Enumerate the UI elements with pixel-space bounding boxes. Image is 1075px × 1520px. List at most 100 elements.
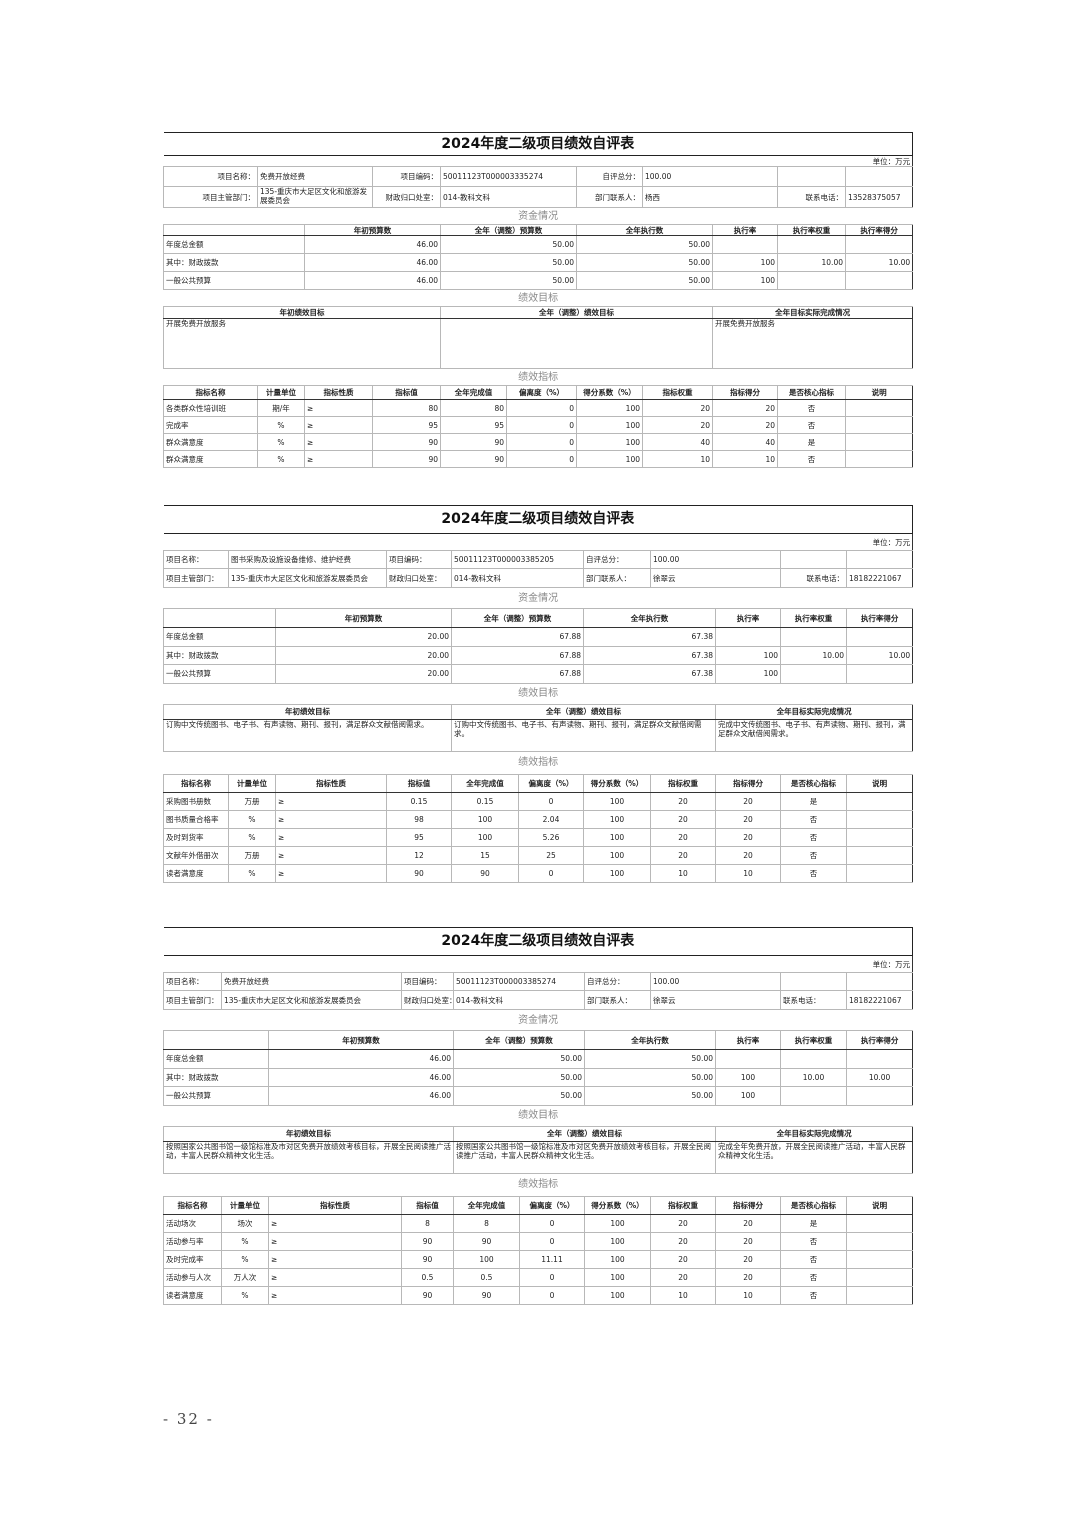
indicator-row: 活动场次 场次 ≥8 8 0 100 20 20 是 <box>163 1213 914 1233</box>
table-title: 2024年度二级项目绩效自评表 <box>163 505 914 534</box>
section-row: 资金情况 <box>163 587 913 609</box>
indicator-value: 100 <box>453 1249 520 1269</box>
indicator-header: 指标得分 <box>712 385 778 400</box>
project-code-label: 项目编码： <box>372 166 441 187</box>
project-code-value: 50011123T000003385205 <box>451 550 584 569</box>
goal-text: 完成中文传统图书、电子书、有声读物、期刊、报刊，满足群众文献借阅需求。 <box>714 718 914 752</box>
finance-office-value: 014-教科文科 <box>440 186 577 208</box>
indicator-value: 0 <box>518 791 584 811</box>
indicator-value: 80 <box>440 399 507 417</box>
funding-value: 46.00 <box>304 271 441 290</box>
indicator-value: 0 <box>506 433 577 451</box>
indicator-value: 否 <box>780 827 847 847</box>
funding-value: 50.00 <box>440 235 577 254</box>
indicator-value: 20 <box>715 1231 781 1251</box>
funding-header: 执行率得分 <box>844 224 914 236</box>
goal-text: 开展免费开放服务 <box>163 318 441 369</box>
title-row: 2024年度二级项目绩效自评表 <box>163 132 914 156</box>
funding-row: 年度总金额 46.00 50.00 50.00 <box>163 235 914 254</box>
goals-header: 全年（调整）绩效目标 <box>440 306 713 319</box>
indicator-value: 15 <box>451 845 519 865</box>
goals-header: 年初绩效目标 <box>163 1125 454 1142</box>
info-row: 项目名称： 免费开放经费 项目编码： 50011123T000003335274 自评总… <box>163 166 914 187</box>
indicator-value: 场次 <box>221 1213 269 1233</box>
funding-value: 50.00 <box>584 1086 716 1106</box>
section-row: 绩效目标 <box>163 289 913 307</box>
goals-header-row: 年初绩效目标 全年（调整）绩效目标 全年目标实际完成情况 <box>163 306 914 319</box>
indicator-value: 0 <box>519 1213 585 1233</box>
indicator-value: 8 <box>401 1213 454 1233</box>
indicator-name: 读者满意度 <box>163 1285 222 1305</box>
indicator-header: 是否核心指标 <box>777 385 846 400</box>
funding-value: 50.00 <box>576 271 713 290</box>
indicator-value: 100 <box>584 1267 651 1287</box>
indicators-header-row: 指标名称 计量单位 指标性质 指标值 全年完成值 偏离度（%） 得分系数（%） 指标权重 指标得… <box>163 385 914 400</box>
funding-row: 一般公共预算 46.00 50.00 50.00 100 <box>163 1086 914 1106</box>
unit-row: 单位：万元 <box>163 533 914 551</box>
info-row: 项目主管部门： 135-重庆市大足区文化和旅游发展委员会 财政归口处室： 014-教科… <box>163 186 914 208</box>
funding-header: 执行率得分 <box>845 608 914 628</box>
phone-label: 联系电话： <box>780 568 847 588</box>
contact-person-value: 徐翠云 <box>650 990 781 1010</box>
section-row: 资金情况 <box>163 207 913 225</box>
indicator-header: 计量单位 <box>221 1195 269 1215</box>
indicator-value: 20 <box>715 1249 781 1269</box>
funding-value <box>777 271 846 290</box>
funding-value: 10.00 <box>780 1067 847 1087</box>
indicator-value: 是 <box>780 1213 847 1233</box>
indicator-value: 0.15 <box>451 791 519 811</box>
indicator-value: 90 <box>386 863 452 883</box>
contact-person-value: 徐翠云 <box>650 568 781 588</box>
indicator-name: 采购图书册数 <box>163 791 229 811</box>
indicator-value: 20 <box>712 416 778 434</box>
funding-value: 100 <box>715 1067 781 1087</box>
funding-value: 46.00 <box>304 235 441 254</box>
self-score-value: 100.00 <box>650 550 781 569</box>
indicator-header: 计量单位 <box>257 385 305 400</box>
funding-header-row: 年初预算数 全年（调整）预算数 全年执行数 执行率 执行率权重 执行率得分 <box>163 1030 914 1050</box>
indicator-value: 万册 <box>228 791 276 811</box>
funding-row-label: 年度总金额 <box>163 235 305 254</box>
unit-label: 单位：万元 <box>163 955 914 973</box>
indicator-name: 活动场次 <box>163 1213 222 1233</box>
indicator-value: % <box>221 1249 269 1269</box>
indicator-value <box>845 863 914 883</box>
indicator-name: 活动参与人次 <box>163 1267 222 1287</box>
funding-value <box>845 664 914 684</box>
indicator-header: 偏离度（%） <box>518 773 584 793</box>
indicator-header: 指标权重 <box>642 385 713 400</box>
funding-value: 46.00 <box>268 1049 454 1069</box>
funding-row-label: 其中：财政拨款 <box>163 253 305 272</box>
empty-cell <box>845 550 914 569</box>
indicator-header: 得分系数（%） <box>584 1195 651 1215</box>
self-evaluation-table: 2024年度二级项目绩效自评表 单位：万元 项目名称： 免费开放经费 项目编码： 5001… <box>163 132 914 468</box>
indicator-value: 100 <box>576 450 643 468</box>
indicator-header: 指标权重 <box>650 1195 716 1215</box>
phone-value: 18182221067 <box>845 990 914 1010</box>
funding-value <box>780 664 847 684</box>
indicator-header: 是否核心指标 <box>780 1195 847 1215</box>
funding-row-label: 一般公共预算 <box>163 271 305 290</box>
indicator-value: 20 <box>650 1267 716 1287</box>
indicator-value: 12 <box>386 845 452 865</box>
indicator-value: % <box>221 1231 269 1251</box>
indicator-value: 否 <box>780 1267 847 1287</box>
goals-section-title: 绩效目标 <box>163 289 913 307</box>
indicator-header: 指标名称 <box>163 385 258 400</box>
indicator-value: 20 <box>650 1213 716 1233</box>
indicator-header: 指标性质 <box>275 773 387 793</box>
funding-header: 执行率 <box>715 1030 781 1050</box>
indicators-header-row: 指标名称 计量单位 指标性质 指标值 全年完成值 偏离度（%） 得分系数（%） 指标权重 指标得… <box>163 1195 914 1215</box>
section-row: 绩效目标 <box>163 682 913 705</box>
indicator-value: 100 <box>584 1213 651 1233</box>
indicator-value: 20 <box>715 845 781 865</box>
goals-section-title: 绩效目标 <box>163 1104 913 1127</box>
goals-header-row: 年初绩效目标 全年（调整）绩效目标 全年目标实际完成情况 <box>163 1125 914 1142</box>
indicators-section-title: 绩效指标 <box>163 750 913 775</box>
funding-header-row: 年初预算数 全年（调整）预算数 全年执行数 执行率 执行率权重 执行率得分 <box>163 608 914 628</box>
funding-value <box>845 627 914 647</box>
indicator-value: % <box>257 433 305 451</box>
goals-header: 年初绩效目标 <box>163 703 452 720</box>
funding-value: 10.00 <box>845 645 914 665</box>
indicator-value: 90 <box>453 1231 520 1251</box>
